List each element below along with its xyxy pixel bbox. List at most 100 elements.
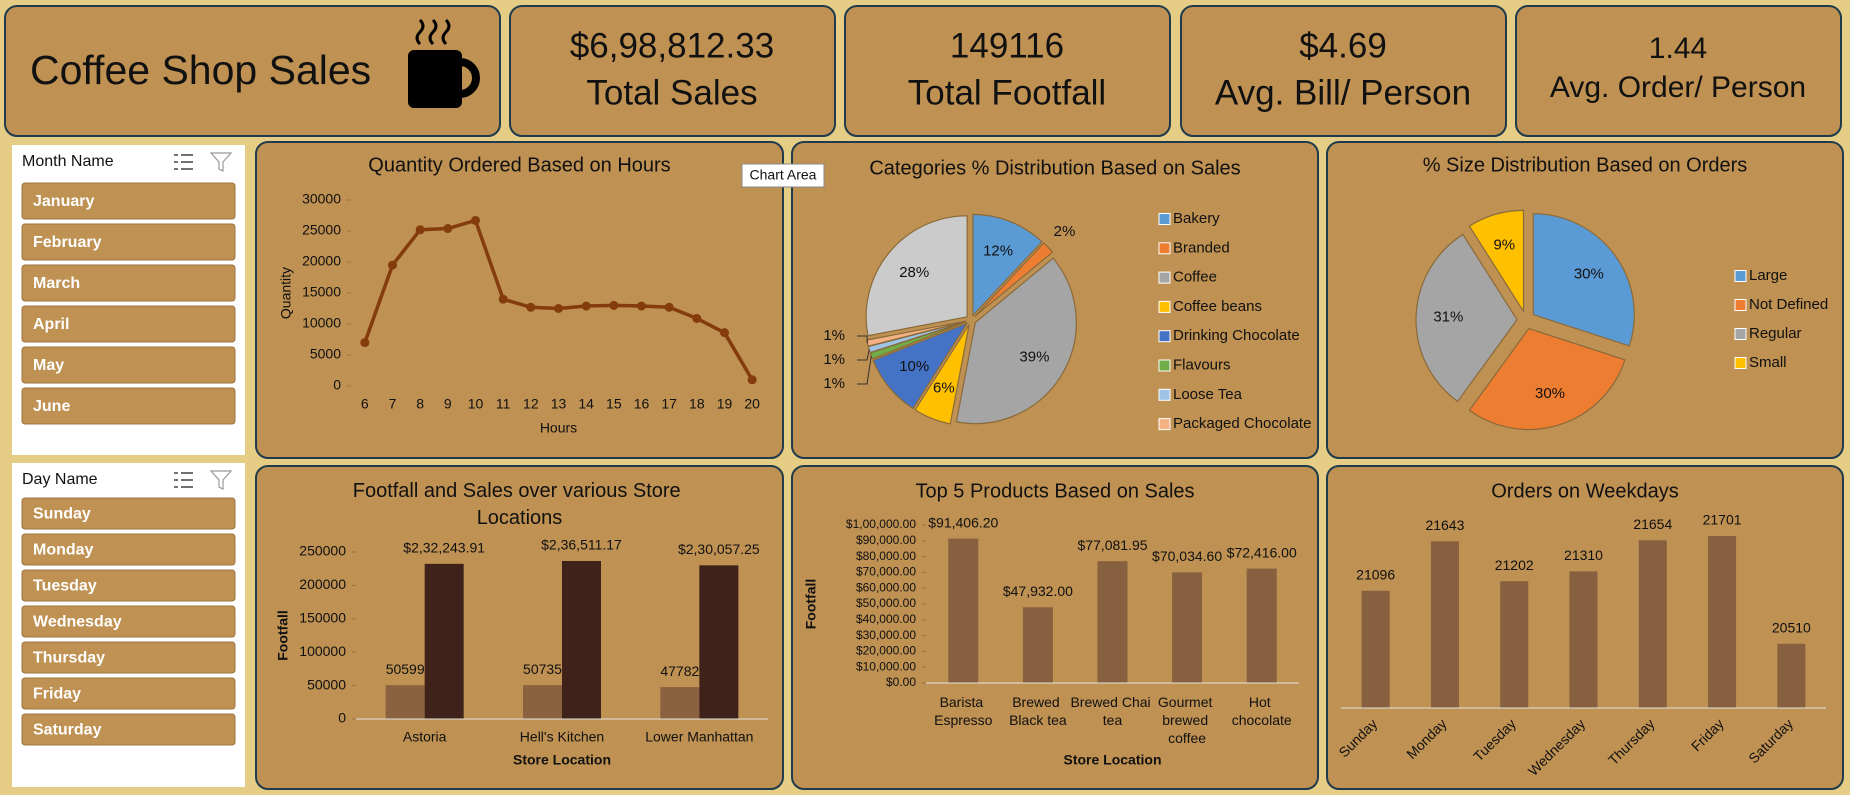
data-label: $47,932.00 xyxy=(1003,583,1073,599)
chart-title: Quantity Ordered Based on Hours xyxy=(368,154,670,176)
pie-slice xyxy=(955,257,1077,425)
slicer-title: Day Name xyxy=(22,471,98,488)
x-tick-label: 11 xyxy=(496,396,511,412)
kpi-value: 1.44 xyxy=(1649,32,1707,65)
kpi-label: Avg. Bill/ Person xyxy=(1215,73,1471,112)
line-marker xyxy=(498,294,508,304)
x-tick-label: 14 xyxy=(578,396,594,412)
data-label: 21701 xyxy=(1703,512,1742,528)
slicer-item[interactable] xyxy=(21,713,236,746)
slicer-item[interactable] xyxy=(21,641,236,674)
mug-handle xyxy=(459,58,480,98)
data-label: 39% xyxy=(1019,348,1049,365)
line-marker xyxy=(526,302,536,312)
slicer-item[interactable] xyxy=(21,223,236,261)
bar xyxy=(385,685,425,719)
bar xyxy=(660,687,700,719)
pie-slice xyxy=(914,324,970,425)
bar xyxy=(1361,590,1390,708)
y-tick-label: 20000 xyxy=(302,253,341,269)
legend-swatch xyxy=(1158,359,1171,372)
leader-line xyxy=(857,335,869,344)
x-tick-label: 13 xyxy=(551,396,567,412)
data-label: 12% xyxy=(983,242,1013,259)
x-tick-label: 18 xyxy=(689,396,705,412)
x-tick-label: Astoria xyxy=(403,729,447,745)
y-tick-label: $90,000.00 xyxy=(856,533,916,547)
slicer-item-label[interactable]: January xyxy=(33,193,94,210)
y-axis-label: Footfall xyxy=(275,610,291,661)
legend-label: Coffee xyxy=(1173,269,1217,286)
data-label: 2% xyxy=(1054,223,1076,240)
y-tick-label: $1,00,000.00 xyxy=(846,517,916,531)
line-marker xyxy=(609,300,619,310)
legend-swatch xyxy=(1734,328,1747,340)
steam xyxy=(415,18,425,46)
slicer-item-label[interactable]: April xyxy=(33,316,69,333)
slicer-item[interactable] xyxy=(21,497,236,530)
slicer-item[interactable] xyxy=(21,264,236,302)
legend-label: Small xyxy=(1749,354,1787,371)
slicer-item-label[interactable]: March xyxy=(33,275,80,292)
x-tick-label: 15 xyxy=(606,396,622,412)
line-marker xyxy=(388,260,397,270)
slicer-item-label[interactable]: May xyxy=(33,357,64,374)
mug-icon xyxy=(408,18,480,108)
slicer-item-label[interactable]: June xyxy=(33,398,70,415)
slicer-item-label[interactable]: February xyxy=(33,234,102,251)
data-label: 21643 xyxy=(1425,517,1464,533)
slicer-item[interactable] xyxy=(21,346,236,384)
kpi-label: Total Sales xyxy=(586,73,757,112)
slicer-item-label[interactable]: Tuesday xyxy=(33,578,97,595)
slicer-item[interactable] xyxy=(21,182,236,220)
legend-swatch xyxy=(1734,357,1747,369)
y-tick-label: $80,000.00 xyxy=(856,549,916,563)
slicer-item-label[interactable]: Wednesday xyxy=(33,614,122,631)
legend-swatch xyxy=(1734,270,1747,282)
data-label: 9% xyxy=(1493,236,1515,253)
x-tick-label: 20 xyxy=(744,396,760,412)
pie-slice xyxy=(1532,213,1635,347)
slicer-item[interactable] xyxy=(21,677,236,710)
pie-slice xyxy=(1468,209,1525,314)
clear-filter-icon xyxy=(209,152,233,172)
chart-panel xyxy=(791,465,1319,790)
data-label: 21310 xyxy=(1564,547,1603,563)
slicer-item[interactable] xyxy=(21,305,236,343)
y-tick-label: $70,000.00 xyxy=(856,565,916,579)
x-tick-label: Brewed Black tea xyxy=(1009,694,1067,728)
slicer-item[interactable] xyxy=(21,605,236,638)
data-label: 47782 xyxy=(660,663,699,679)
legend-label: Large xyxy=(1749,267,1787,284)
chart-title: Top 5 Products Based on Sales xyxy=(915,480,1194,502)
data-label: $70,034.60 xyxy=(1152,548,1222,564)
slicer-item-label[interactable]: Saturday xyxy=(33,722,102,739)
kpi-value: $6,98,812.33 xyxy=(570,26,774,65)
slicer-title: Month Name xyxy=(22,153,114,170)
line-marker xyxy=(554,304,563,313)
slicer-item-label[interactable]: Sunday xyxy=(33,506,91,523)
x-tick-label: 12 xyxy=(523,396,539,412)
slicer-item-label[interactable]: Thursday xyxy=(33,650,105,667)
line-marker xyxy=(637,301,646,311)
slicer-item-label[interactable]: Friday xyxy=(33,686,81,703)
data-label: $2,36,511.17 xyxy=(541,537,622,553)
slicer-item[interactable] xyxy=(21,533,236,566)
line-marker xyxy=(415,225,425,235)
legend-swatch xyxy=(1158,300,1171,313)
kpi-card xyxy=(509,5,836,137)
kpi-label: Avg. Order/ Person xyxy=(1550,71,1806,104)
data-label: $91,406.20 xyxy=(928,514,998,530)
kpi-value: $4.69 xyxy=(1299,26,1387,65)
slicer-item[interactable] xyxy=(21,569,236,602)
legend-swatch xyxy=(1158,330,1171,343)
legend-label: Regular xyxy=(1749,325,1802,342)
x-tick-label: Gourmet brewed coffee xyxy=(1158,694,1216,746)
x-tick-label: 8 xyxy=(416,396,424,412)
y-tick-label: $30,000.00 xyxy=(856,628,916,642)
data-label: 50599 xyxy=(386,661,425,677)
line-marker xyxy=(720,328,729,338)
slicer-item-label[interactable]: Monday xyxy=(33,542,94,559)
slicer-item[interactable] xyxy=(21,387,236,425)
legend-label: Bakery xyxy=(1173,210,1220,227)
